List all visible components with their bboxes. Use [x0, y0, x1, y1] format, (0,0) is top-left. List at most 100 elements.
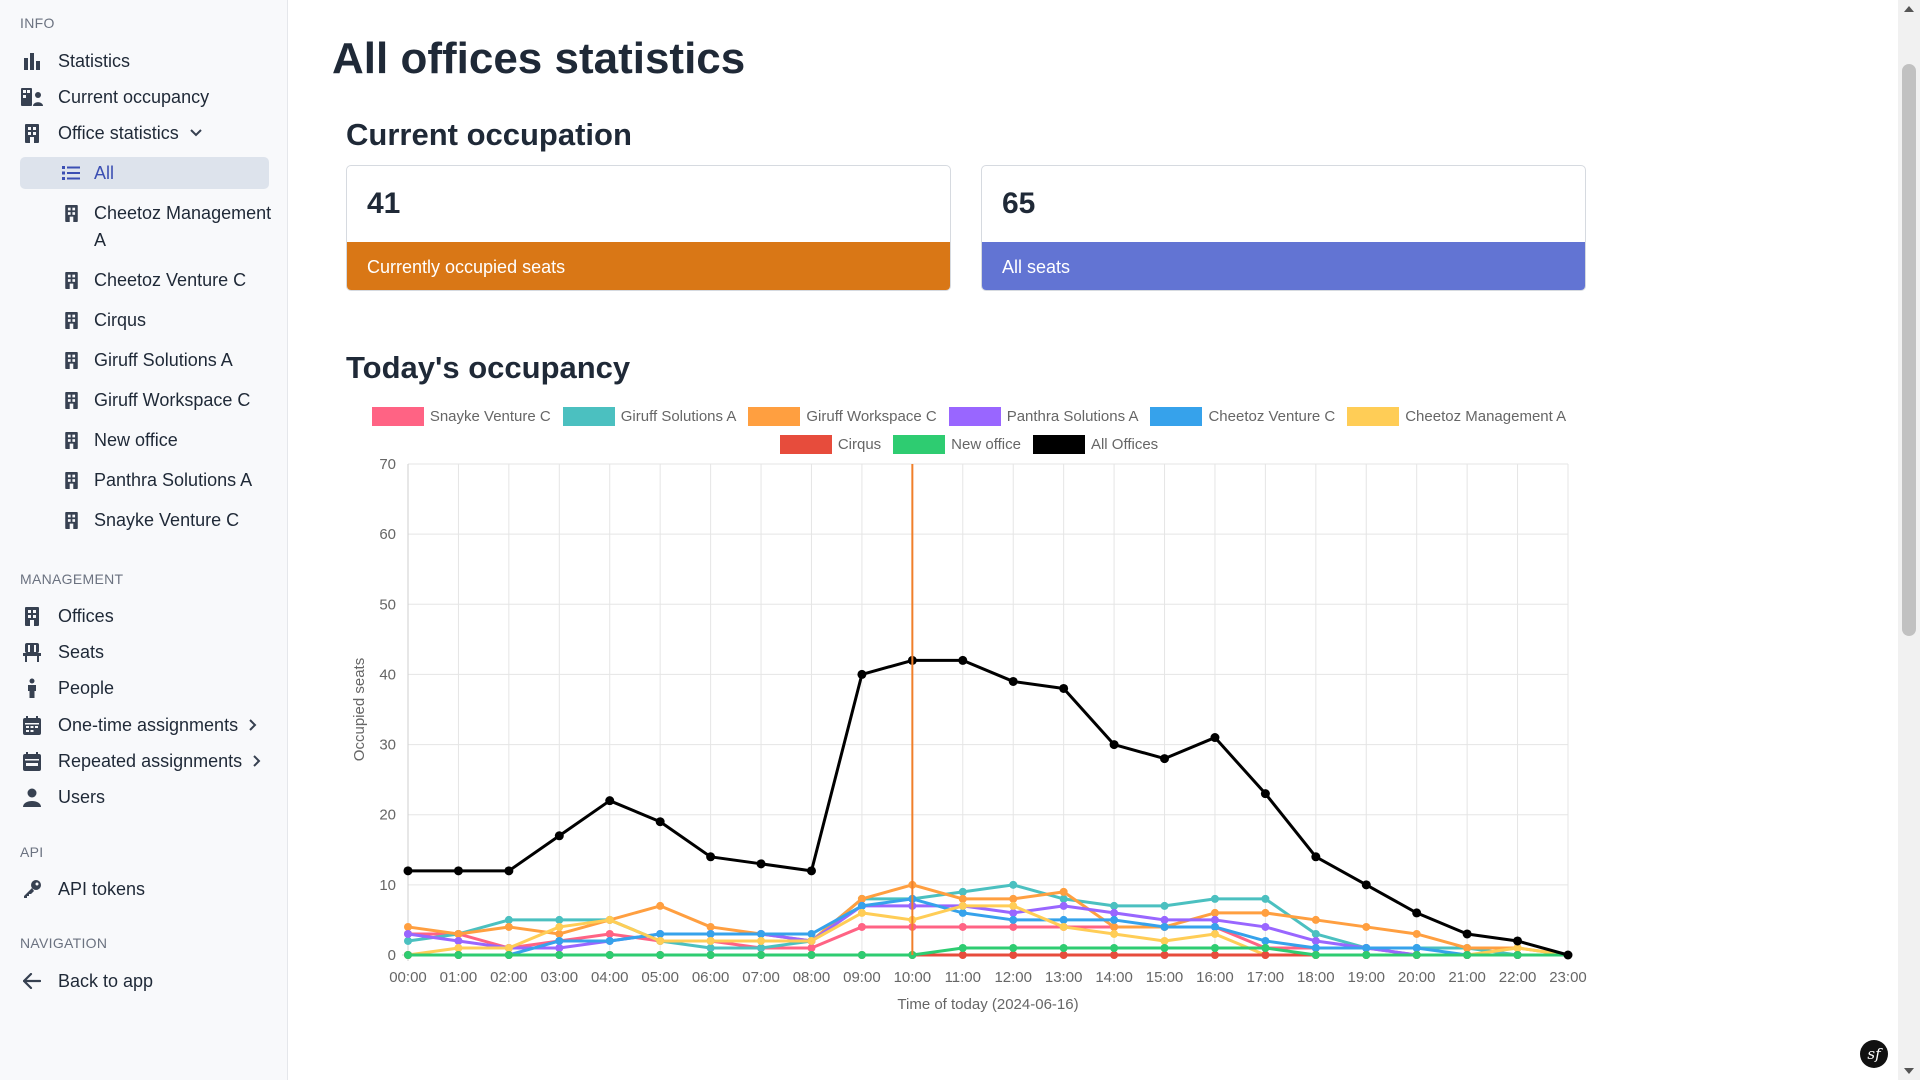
scroll-down-arrow-icon[interactable] [1904, 1068, 1914, 1074]
data-point [857, 908, 866, 917]
sidebar-item-people[interactable]: People [20, 673, 114, 703]
data-point [555, 922, 564, 931]
x-tick-label: 19:00 [1347, 969, 1385, 986]
legend-item[interactable]: All Offices [1032, 434, 1159, 454]
legend-item[interactable]: Cirqus [779, 434, 881, 454]
data-point [1160, 936, 1169, 945]
all-seats-value: 65 [1002, 187, 1036, 220]
data-point [554, 831, 564, 841]
sidebar-item-label: API tokens [58, 878, 146, 899]
sidebar-item-current-occupancy[interactable]: Current occupancy [20, 82, 209, 112]
sidebar-item-cirqus[interactable]: Cirqus [62, 307, 146, 334]
y-tick-label: 50 [379, 596, 396, 613]
sidebar-item-offices[interactable]: Offices [20, 601, 114, 631]
sidebar-item-label: Back to app [58, 970, 154, 991]
data-point [1009, 894, 1018, 903]
sidebar-item-cheetoz-venture-c[interactable]: Cheetoz Venture C [62, 267, 246, 294]
data-point [1311, 915, 1320, 924]
info-section-title: INFO [20, 15, 55, 31]
vertical-scrollbar[interactable] [1898, 0, 1920, 1080]
legend-item[interactable]: Cheetoz Venture C [1150, 406, 1336, 426]
data-point [757, 943, 766, 952]
building-icon [62, 427, 80, 454]
sidebar-item-label: Giruff Workspace C [94, 390, 251, 410]
legend-item[interactable]: New office [893, 434, 1021, 454]
legend-item[interactable]: Giruff Workspace C [748, 406, 937, 426]
y-tick-label: 40 [379, 666, 396, 683]
legend-item[interactable]: Snayke Venture C [371, 406, 551, 426]
data-point [454, 951, 463, 959]
data-point [656, 901, 665, 910]
legend-item[interactable]: Cheetoz Management A [1347, 406, 1566, 426]
data-point [1362, 943, 1371, 952]
data-point [1260, 789, 1270, 799]
sidebar-item-new-office[interactable]: New office [62, 427, 178, 454]
y-tick-label: 70 [379, 456, 396, 473]
data-point [857, 894, 866, 903]
legend-label: Snayke Venture C [429, 407, 551, 425]
data-point [1110, 951, 1119, 959]
sidebar-item-all[interactable]: All [20, 157, 269, 189]
data-point [1160, 951, 1169, 959]
data-point [404, 929, 412, 938]
sidebar-item-giruff-workspace-c[interactable]: Giruff Workspace C [62, 387, 250, 414]
data-point [1210, 908, 1219, 917]
sidebar-item-label: Statistics [58, 50, 131, 71]
sidebar-item-users[interactable]: Users [20, 782, 105, 812]
user-icon [20, 786, 44, 808]
sidebar-item-cheetoz-management-a[interactable]: Cheetoz Management A [62, 200, 272, 254]
scroll-up-arrow-icon[interactable] [1904, 6, 1914, 12]
scrollbar-thumb[interactable] [1902, 64, 1916, 636]
legend-item[interactable]: Giruff Solutions A [562, 406, 736, 426]
sidebar-item-seats[interactable]: Seats [20, 637, 104, 667]
key-icon [20, 878, 44, 900]
y-tick-label: 0 [388, 947, 396, 964]
sidebar-item-snayke-venture-c[interactable]: Snayke Venture C [62, 507, 239, 534]
data-point [504, 866, 514, 876]
legend-swatch [371, 406, 424, 426]
legend-label: Cheetoz Venture C [1208, 407, 1336, 425]
data-point [1059, 901, 1068, 910]
sidebar-item-label: Users [58, 786, 106, 807]
data-point [1009, 951, 1018, 959]
data-point [1009, 915, 1018, 924]
x-tick-label: 01:00 [440, 969, 478, 986]
sidebar-item-api-tokens[interactable]: API tokens [20, 874, 145, 904]
data-point [1110, 929, 1119, 938]
data-point [605, 951, 614, 959]
symfony-toolbar-icon[interactable]: sf [1860, 1040, 1888, 1068]
x-tick-label: 07:00 [742, 969, 780, 986]
sidebar-item-office-statistics[interactable]: Office statistics [20, 118, 203, 148]
chevron-down-icon [189, 128, 203, 138]
data-point [706, 943, 715, 952]
data-point [453, 866, 463, 876]
sidebar-item-repeated-assignments[interactable]: Repeated assignments [20, 746, 262, 776]
chair-icon [20, 641, 44, 663]
data-point [403, 866, 413, 876]
legend-item[interactable]: Panthra Solutions A [948, 406, 1138, 426]
y-axis-title: Occupied seats [351, 658, 368, 761]
data-point [1009, 901, 1018, 910]
data-point [756, 859, 766, 869]
sidebar-item-one-time-assignments[interactable]: One-time assignments [20, 710, 258, 740]
x-tick-label: 17:00 [1247, 969, 1285, 986]
data-point [1008, 676, 1018, 686]
legend-label: New office [951, 435, 1021, 453]
api-section-title: API [20, 844, 44, 860]
series-line [408, 946, 1568, 957]
data-point [757, 936, 766, 945]
data-point [1109, 740, 1119, 750]
sidebar-item-statistics[interactable]: Statistics [20, 46, 130, 76]
legend-row: Cirqus New office All Offices [346, 430, 1592, 458]
sidebar-item-panthra-solutions-a[interactable]: Panthra Solutions A [62, 467, 252, 494]
sidebar-item-back-to-app[interactable]: Back to app [20, 966, 153, 996]
sidebar-item-giruff-solutions-a[interactable]: Giruff Solutions A [62, 347, 233, 374]
sidebar-item-label: Office statistics [58, 122, 179, 143]
data-point [1513, 951, 1522, 959]
current-occupation-title: Current occupation [346, 117, 632, 152]
data-point [958, 951, 967, 959]
legend-label: Giruff Workspace C [806, 407, 937, 425]
legend-label: All Offices [1090, 435, 1159, 453]
data-point [555, 951, 564, 959]
chevron-right-icon [252, 754, 262, 768]
